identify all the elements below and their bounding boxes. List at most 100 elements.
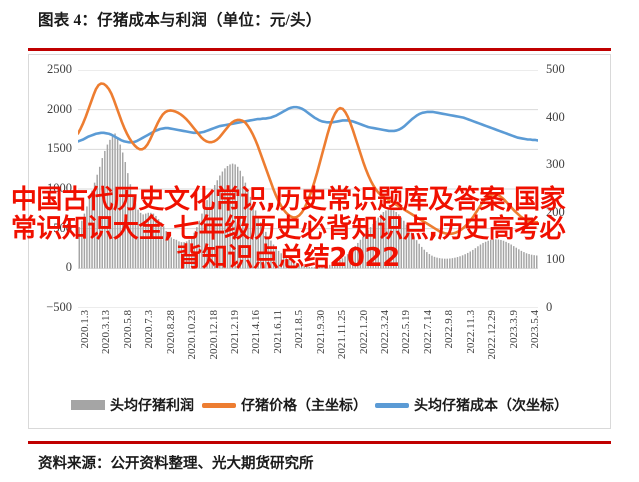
x-tick-label: 2022.9.8 (443, 310, 456, 349)
x-tick-label: 2021.11.25 (336, 310, 349, 360)
x-tick-label: 2023.5.4 (529, 310, 541, 349)
bar (492, 239, 495, 269)
bar (313, 267, 316, 269)
bar (201, 213, 203, 269)
bar (272, 244, 275, 269)
bar (523, 252, 525, 269)
x-tick-label: 2022.1.20 (357, 310, 370, 354)
legend-bar-swatch-icon (71, 400, 105, 410)
bar (111, 135, 114, 269)
bar (175, 239, 178, 269)
bar (144, 213, 147, 269)
bar (83, 213, 86, 269)
legend-item[interactable]: 头均仔猪利润 (71, 395, 194, 415)
x-tick-label: 2023.3.9 (507, 310, 520, 349)
bar (528, 254, 530, 269)
bar (127, 173, 129, 269)
bar (515, 247, 518, 269)
y-tick-label-secondary: 400 (546, 109, 565, 124)
bar (446, 258, 449, 269)
bar (472, 249, 474, 269)
bar (247, 189, 249, 269)
y-axis-secondary: 500 400 300 200 100 0 (546, 0, 596, 482)
bar (206, 200, 208, 269)
bar (497, 239, 500, 269)
legend-item[interactable]: 仔猪价格（主坐标） (202, 395, 367, 415)
bar (101, 158, 104, 269)
bar (520, 250, 523, 269)
divider-top (28, 48, 611, 51)
bar (464, 254, 466, 269)
bar (359, 239, 362, 269)
bar (418, 243, 420, 269)
x-axis: 2020.1.3 2020.3.13 2020.5.8 2020.7.3 2020.8.… (78, 310, 541, 380)
bar (415, 240, 418, 269)
bar (254, 210, 257, 269)
bar (114, 133, 116, 269)
bar (487, 240, 489, 269)
bar (280, 253, 282, 269)
divider-bottom (28, 441, 611, 444)
bar (170, 237, 173, 269)
bar (226, 165, 229, 269)
bar (459, 256, 461, 269)
bar (298, 264, 300, 269)
bar (265, 231, 267, 269)
bar (167, 235, 170, 269)
bar (91, 190, 93, 269)
y-tick-label-primary: 1500 (47, 141, 72, 156)
bar (288, 259, 290, 269)
bar (351, 248, 354, 269)
bar (216, 180, 219, 269)
bar (438, 258, 441, 269)
bar (385, 210, 387, 269)
bar (433, 256, 436, 269)
bar (236, 166, 239, 269)
bar (535, 255, 538, 269)
bar (346, 254, 349, 269)
x-tick-label: 2021.2.19 (229, 310, 241, 354)
bar (193, 232, 196, 269)
bar (311, 267, 313, 269)
bar (142, 214, 144, 269)
bar (219, 175, 221, 269)
bar (323, 266, 326, 269)
bar (162, 226, 165, 269)
x-tick-label: 2022.11.3 (464, 310, 477, 354)
bar (78, 227, 81, 269)
bar (510, 244, 512, 269)
bar (109, 139, 111, 269)
y-tick-label-primary: 1000 (47, 181, 72, 195)
bar (188, 239, 190, 269)
y-axis-primary: 2500 2000 1500 1000 500 0 −500 (28, 0, 72, 482)
x-tick-label: 2020.12.18 (207, 310, 220, 360)
series-bars-profit (78, 133, 538, 269)
bar (303, 266, 305, 269)
bar (387, 209, 390, 269)
bar (533, 255, 535, 269)
bar (295, 263, 298, 269)
bar (326, 265, 328, 269)
bar (231, 163, 234, 269)
bar (249, 196, 252, 269)
legend-item[interactable]: 头均仔猪成本（次坐标） (375, 395, 568, 415)
bar (221, 171, 224, 269)
bar (507, 243, 510, 269)
bar (530, 254, 533, 269)
bar (436, 257, 438, 269)
y-tick-label-secondary: 100 (546, 252, 565, 267)
bar (408, 228, 410, 269)
bar (318, 267, 321, 269)
bar (500, 239, 502, 269)
bar (334, 262, 336, 269)
bar (449, 258, 451, 269)
bar (180, 242, 183, 269)
x-tick-label: 2020.7.3 (143, 310, 156, 349)
plot-area (78, 70, 538, 308)
bar (339, 260, 341, 269)
bar (454, 257, 456, 269)
x-tick-label: 2021.6.11 (271, 310, 284, 354)
bar (380, 214, 382, 269)
bar (420, 246, 423, 269)
chart-legend: 头均仔猪利润 仔猪价格（主坐标） 头均仔猪成本（次坐标） (28, 390, 611, 420)
